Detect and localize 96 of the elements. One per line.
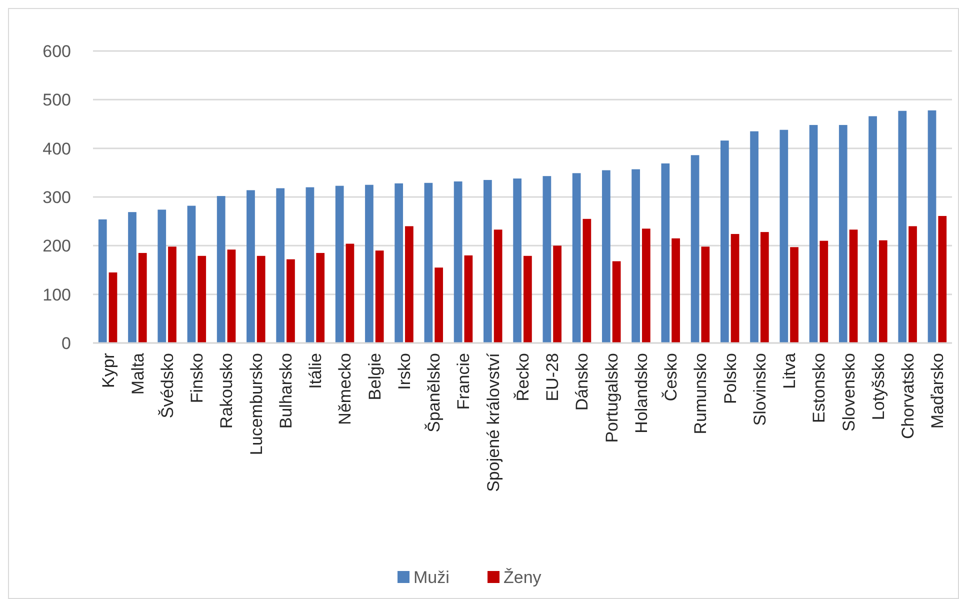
- bar: [246, 190, 255, 343]
- bar: [98, 219, 107, 343]
- x-tick-label: Portugalsko: [602, 353, 622, 443]
- bar: [632, 169, 640, 343]
- bar: [780, 130, 788, 343]
- bar: [335, 186, 344, 343]
- x-tick-label: Irsko: [394, 353, 414, 390]
- bar: [820, 240, 828, 343]
- x-tick-label: Slovinsko: [750, 353, 770, 426]
- x-tick-label: Litva: [780, 352, 800, 389]
- bar: [306, 187, 314, 343]
- bar: [642, 228, 650, 343]
- bar: [316, 252, 325, 343]
- bar: [464, 255, 473, 343]
- bar: [542, 176, 552, 343]
- bar: [375, 250, 384, 343]
- bar: [138, 252, 147, 343]
- bar: [454, 181, 462, 343]
- y-tick-label: 500: [42, 90, 71, 110]
- bar: [898, 110, 907, 343]
- x-tick-label: Malta: [128, 352, 148, 395]
- bar: [286, 259, 295, 343]
- x-tick-label: Finsko: [188, 353, 207, 404]
- x-tick-label: Bulharsko: [276, 353, 296, 429]
- bar: [838, 124, 848, 343]
- bar: [701, 246, 710, 343]
- legend-label: Ženy: [504, 568, 542, 587]
- bar: [661, 163, 670, 343]
- x-tick-label: Francie: [454, 353, 474, 410]
- bar: [602, 170, 610, 343]
- y-tick-label: 200: [42, 236, 71, 256]
- x-tick-label: Rakousko: [217, 353, 236, 429]
- x-tick-label: Španělsko: [424, 353, 444, 432]
- x-tick-label: EU-28: [543, 353, 562, 402]
- x-tick-label: Holandsko: [632, 353, 651, 434]
- bar: [484, 180, 492, 343]
- x-tick-label: Kypr: [98, 352, 118, 388]
- bar: [790, 247, 798, 343]
- bar: [868, 116, 877, 343]
- y-tick-label: 300: [42, 188, 71, 207]
- bar: [394, 183, 404, 343]
- bar: [760, 232, 769, 343]
- bar: [168, 246, 176, 343]
- x-tick-label: Česko: [662, 353, 681, 402]
- bar: [612, 261, 621, 343]
- y-tick-label: 600: [42, 42, 71, 61]
- x-tick-label: Rumunsko: [691, 353, 710, 434]
- bar: [690, 155, 700, 343]
- bar: [672, 238, 680, 343]
- bar: [158, 210, 166, 343]
- bar: [187, 206, 196, 343]
- bar: [582, 218, 592, 343]
- bar: [928, 110, 936, 343]
- bar: [878, 240, 888, 343]
- bar: [434, 268, 444, 343]
- bar: [720, 140, 729, 343]
- bar: [513, 178, 522, 343]
- bar: [108, 272, 118, 343]
- bar: [494, 230, 502, 343]
- bar: [276, 188, 285, 343]
- bar: [365, 184, 374, 343]
- x-tick-label: Řecko: [513, 353, 532, 402]
- y-tick-label: 400: [42, 139, 71, 158]
- bar: [938, 216, 947, 343]
- bar: [424, 182, 433, 343]
- bar: [128, 212, 136, 343]
- x-tick-label: Chorvatsko: [898, 353, 918, 439]
- bar: [405, 226, 414, 343]
- x-tick-label: Belgie: [365, 353, 384, 400]
- bar: [256, 256, 266, 343]
- bar: [730, 234, 740, 343]
- bar: [750, 131, 758, 343]
- bar: [553, 246, 562, 343]
- x-tick-label: Švédsko: [158, 353, 177, 418]
- x-tick-label: Lotyšsko: [868, 353, 888, 420]
- x-tick-label: Lucembursko: [246, 353, 266, 456]
- bar: [572, 173, 581, 343]
- x-tick-label: Itálie: [306, 353, 326, 389]
- x-tick-label: Spojené království: [484, 352, 503, 492]
- x-tick-label: Německo: [336, 353, 355, 425]
- bar: [198, 256, 206, 343]
- bar: [227, 250, 236, 343]
- x-tick-label: Dánsko: [572, 353, 592, 411]
- bar: [809, 124, 818, 343]
- legend-label: Muži: [414, 568, 450, 587]
- y-tick-label: 100: [42, 285, 71, 304]
- bar: [524, 256, 532, 343]
- bar: [216, 196, 226, 343]
- x-tick-label: Slovensko: [839, 353, 858, 432]
- bar: [908, 226, 917, 343]
- bar: [346, 244, 354, 343]
- x-tick-label: Maďarsko: [928, 353, 948, 429]
- bar: [849, 230, 858, 343]
- x-tick-label: Estonsko: [810, 353, 829, 423]
- y-tick-label: 0: [62, 334, 71, 353]
- x-tick-label: Polsko: [720, 353, 740, 404]
